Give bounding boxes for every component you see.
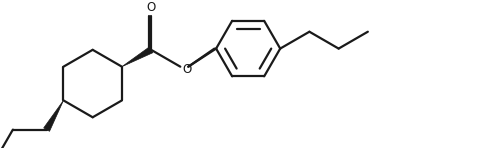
Polygon shape: [122, 47, 153, 67]
Text: O: O: [147, 1, 156, 14]
Polygon shape: [44, 100, 63, 131]
Text: O: O: [182, 63, 191, 76]
